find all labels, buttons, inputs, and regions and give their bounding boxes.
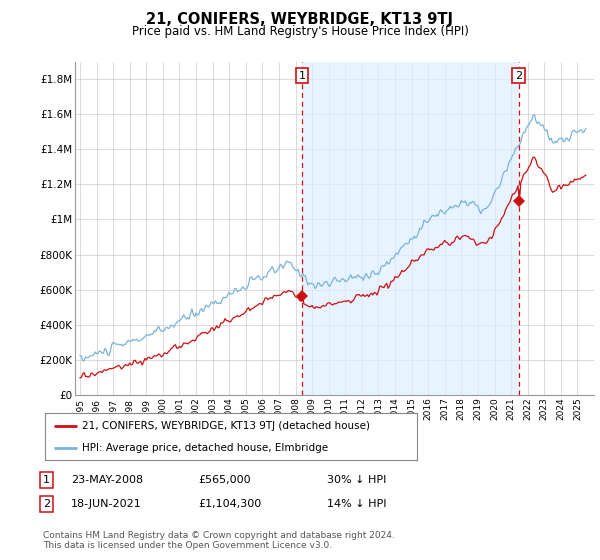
- Text: 18-JUN-2021: 18-JUN-2021: [71, 499, 142, 509]
- Text: 14% ↓ HPI: 14% ↓ HPI: [327, 499, 386, 509]
- Bar: [302, 62, 519, 395]
- Text: 2: 2: [515, 71, 522, 81]
- Text: 21, CONIFERS, WEYBRIDGE, KT13 9TJ: 21, CONIFERS, WEYBRIDGE, KT13 9TJ: [146, 12, 454, 27]
- Text: 23-MAY-2008: 23-MAY-2008: [71, 475, 143, 485]
- Text: 21, CONIFERS, WEYBRIDGE, KT13 9TJ (detached house): 21, CONIFERS, WEYBRIDGE, KT13 9TJ (detac…: [82, 421, 370, 431]
- Text: Contains HM Land Registry data © Crown copyright and database right 2024.
This d: Contains HM Land Registry data © Crown c…: [43, 531, 395, 550]
- Text: 2: 2: [43, 499, 50, 509]
- Text: £565,000: £565,000: [198, 475, 251, 485]
- Text: 1: 1: [43, 475, 50, 485]
- Text: Price paid vs. HM Land Registry's House Price Index (HPI): Price paid vs. HM Land Registry's House …: [131, 25, 469, 38]
- Text: 30% ↓ HPI: 30% ↓ HPI: [327, 475, 386, 485]
- Text: £1,104,300: £1,104,300: [198, 499, 261, 509]
- Text: 1: 1: [298, 71, 305, 81]
- Text: HPI: Average price, detached house, Elmbridge: HPI: Average price, detached house, Elmb…: [82, 444, 328, 454]
